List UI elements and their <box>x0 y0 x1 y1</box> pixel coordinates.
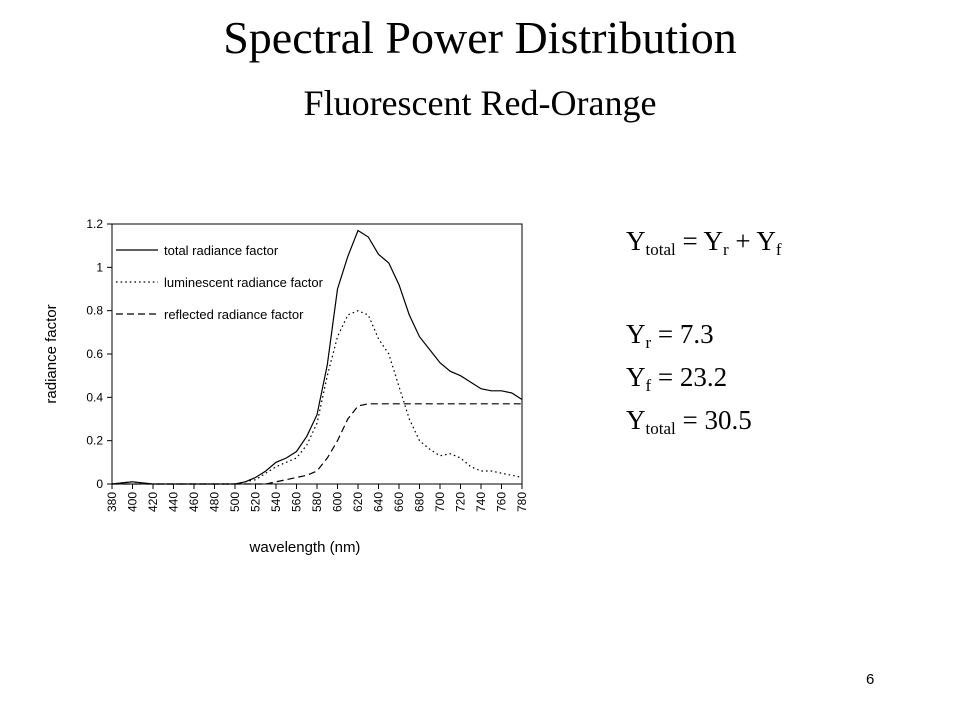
x-tick-label: 440 <box>167 492 181 512</box>
x-tick-label: 480 <box>208 492 222 512</box>
y-tick-label: 0 <box>96 477 103 491</box>
y-symbol: Y <box>626 362 646 392</box>
slide-subtitle: Fluorescent Red-Orange <box>303 83 657 123</box>
x-tick-label: 560 <box>290 492 304 512</box>
y-tick-label: 0.4 <box>86 390 103 404</box>
x-tick-label: 620 <box>351 492 365 512</box>
x-axis-title: wavelength (nm) <box>249 539 361 556</box>
y-symbol: Y <box>626 405 646 435</box>
plus-sign: + <box>728 226 757 256</box>
x-tick-label: 700 <box>433 492 447 512</box>
x-tick-label: 400 <box>126 492 140 512</box>
subscript-total: total <box>645 240 676 259</box>
yf-value: = 23.2 <box>651 362 728 392</box>
y-tick-label: 0.8 <box>86 304 103 318</box>
equation-yr: Yr = 7.3 <box>626 318 714 352</box>
x-tick-label: 640 <box>372 492 386 512</box>
y-symbol: Y <box>626 319 646 349</box>
series-line-dashed <box>112 403 522 485</box>
slide-title: Spectral Power Distribution <box>223 12 737 63</box>
radiance-factor-chart: 0 0.2 0.4 0.6 0.8 1 1.2 380 400 420 440 460 480 500 52… <box>43 217 529 556</box>
x-tick-label: 740 <box>474 492 488 512</box>
y-symbol: Y <box>756 226 776 256</box>
subscript-total: total <box>645 419 676 438</box>
subscript-f: f <box>645 376 652 395</box>
plot-area-frame <box>111 223 523 485</box>
x-tick-label: 520 <box>249 492 263 512</box>
x-tick-label: 540 <box>269 492 283 512</box>
series-line-solid <box>111 229 523 485</box>
x-tick-label: 380 <box>105 492 119 512</box>
x-tick-label: 720 <box>454 492 468 512</box>
x-tick-label: 500 <box>228 492 242 512</box>
x-tick-label: 580 <box>310 492 324 512</box>
x-tick-label: 780 <box>515 492 529 512</box>
yr-value: = 7.3 <box>651 319 714 349</box>
x-tick-label: 760 <box>495 492 509 512</box>
equals-sign: = <box>675 226 704 256</box>
y-tick-label: 1 <box>96 260 103 274</box>
legend-label: total radiance factor <box>164 243 279 258</box>
x-tick-label: 420 <box>146 492 160 512</box>
equation-ytotal: Ytotal = 30.5 <box>626 404 752 438</box>
x-tick-label: 600 <box>331 492 345 512</box>
page-number: 6 <box>866 671 875 688</box>
x-tick-label: 660 <box>392 492 406 512</box>
y-symbol: Y <box>703 226 723 256</box>
subscript-f: f <box>775 240 782 259</box>
equation-yf: Yf = 23.2 <box>626 361 728 395</box>
x-tick-label: 680 <box>413 492 427 512</box>
y-tick-label: 0.2 <box>86 434 103 448</box>
legend-label: luminescent radiance factor <box>164 275 324 290</box>
subscript-r: r <box>645 333 652 352</box>
y-tick-label: 1.2 <box>86 217 103 231</box>
legend-label: reflected radiance factor <box>164 307 304 322</box>
y-axis-title: radiance factor <box>43 304 60 403</box>
ytotal-value: = 30.5 <box>675 405 752 435</box>
x-tick-label: 460 <box>187 492 201 512</box>
subscript-r: r <box>722 240 729 259</box>
series-line-dotted <box>111 310 523 485</box>
y-tick-label: 0.6 <box>86 347 103 361</box>
y-symbol: Y <box>626 226 646 256</box>
equation-total-sum: Ytotal = Yr + Yf <box>626 225 782 259</box>
